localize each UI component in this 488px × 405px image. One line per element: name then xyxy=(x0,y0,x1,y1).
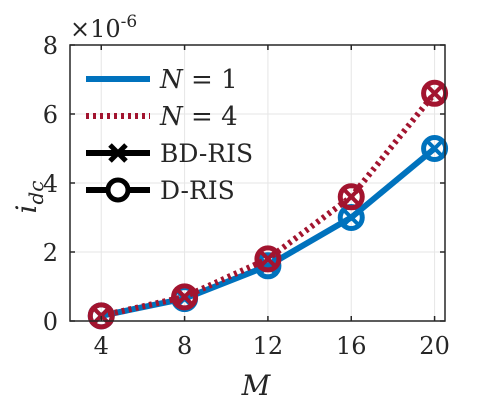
bd-ris-marker xyxy=(174,286,195,307)
y-tick-label: 8 xyxy=(43,32,58,60)
bd-ris-marker xyxy=(424,138,445,159)
d-ris-marker xyxy=(87,302,115,330)
axis-ticks xyxy=(70,44,445,322)
bd-ris-marker xyxy=(424,83,445,104)
x-tick-label: 16 xyxy=(336,332,367,360)
legend-label-value: = 4 xyxy=(183,102,238,132)
y-axis-label-subscript: dc xyxy=(24,181,48,205)
legend-label-value: = 1 xyxy=(183,65,238,95)
legend-label-symbol: N xyxy=(159,102,184,132)
d-ris-marker xyxy=(171,283,199,311)
legend-label-symbol: N xyxy=(159,65,184,95)
y-tick-label: 4 xyxy=(43,170,58,198)
bd-ris-marker xyxy=(341,207,362,228)
y-tick-label: 0 xyxy=(43,308,58,336)
d-ris-marker xyxy=(254,245,282,273)
x-tick-label: 20 xyxy=(419,332,450,360)
bd-ris-marker xyxy=(257,248,278,269)
y-exponent-power: -6 xyxy=(121,12,138,32)
y-exponent-base: ×10 xyxy=(70,15,121,43)
x-tick-label: 12 xyxy=(253,332,284,360)
legend-x-marker xyxy=(108,143,128,163)
x-tick-label: 4 xyxy=(94,332,109,360)
d-ris-marker xyxy=(337,183,365,211)
legend-marker-label-2: D-RIS xyxy=(160,176,235,205)
legend-marker-label-1: BD-RIS xyxy=(160,139,253,168)
axis-tick-labels: 4 8 12 16 20 0 2 4 6 8 xyxy=(43,32,450,360)
bd-ris-marker xyxy=(341,186,362,207)
legend-label-1: N = 1 xyxy=(159,65,238,95)
y-axis-label-symbol: i xyxy=(10,205,43,214)
y-tick-label: 6 xyxy=(43,101,58,129)
plot-series xyxy=(87,79,449,330)
legend-label-2: N = 4 xyxy=(159,102,238,132)
x-tick-label: 8 xyxy=(177,332,192,360)
y-exponent-label: ×10-6 xyxy=(70,12,137,43)
y-axis-label: idc xyxy=(10,181,48,214)
y-tick-label: 2 xyxy=(43,239,58,267)
x-axis-label: M xyxy=(241,369,272,402)
legend-circle-marker xyxy=(105,177,131,203)
